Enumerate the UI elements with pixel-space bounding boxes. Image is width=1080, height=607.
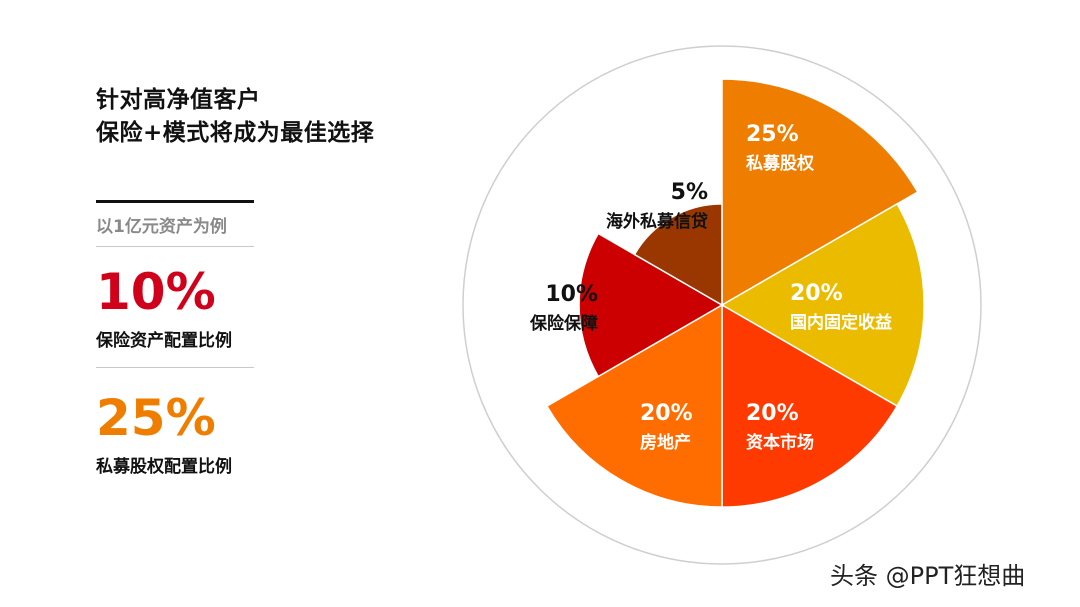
insurance-stat-label: 保险资产配置比例 bbox=[96, 331, 232, 351]
slice-3-name-label: 资本市场 bbox=[746, 432, 814, 453]
slice-4-name-label: 房地产 bbox=[640, 432, 691, 453]
slice-5-name-label: 保险保障 bbox=[529, 313, 598, 334]
title-line-2: 保险+模式将成为最佳选择 bbox=[96, 120, 375, 146]
slice-1-value-label: 25% bbox=[746, 122, 799, 147]
slice-5-value-label: 10% bbox=[545, 282, 598, 307]
outer-ring bbox=[462, 45, 982, 565]
divider-1 bbox=[96, 246, 254, 247]
subtitle: 以1亿元资产为例 bbox=[96, 217, 227, 237]
equity-stat-label: 私募股权配置比例 bbox=[96, 457, 232, 477]
page-title: 针对高净值客户 保险+模式将成为最佳选择 bbox=[96, 84, 374, 150]
title-line-1: 针对高净值客户 bbox=[96, 87, 261, 113]
slice-2-value-label: 20% bbox=[790, 281, 843, 306]
slice-4 bbox=[545, 303, 723, 508]
slice-3 bbox=[721, 303, 899, 508]
slice-6-name-label: 海外私募信贷 bbox=[606, 211, 708, 232]
slice-2 bbox=[720, 202, 925, 408]
title-divider bbox=[96, 200, 254, 203]
slice-3-value-label: 20% bbox=[746, 401, 799, 426]
slice-2-name-label: 国内固定收益 bbox=[790, 312, 892, 333]
divider-2 bbox=[96, 367, 254, 368]
watermark: 头条 @PPT狂想曲 bbox=[830, 562, 1026, 590]
slice-1-name-label: 私募股权 bbox=[746, 153, 815, 174]
slice-6-value-label: 5% bbox=[671, 180, 708, 205]
slice-6 bbox=[633, 203, 723, 307]
slice-5 bbox=[578, 232, 724, 378]
slice-1 bbox=[721, 78, 919, 307]
insurance-stat-value: 10% bbox=[96, 263, 216, 321]
slice-4-value-label: 20% bbox=[640, 401, 693, 426]
equity-stat-value: 25% bbox=[96, 389, 216, 447]
